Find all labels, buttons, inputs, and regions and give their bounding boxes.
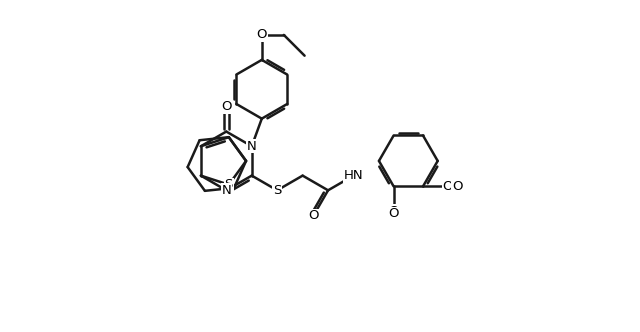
Text: O: O — [388, 208, 399, 220]
Text: N: N — [221, 184, 231, 197]
Text: O: O — [221, 100, 232, 113]
Text: O: O — [443, 180, 453, 193]
Text: N: N — [247, 140, 257, 153]
Text: O: O — [257, 29, 267, 42]
Text: O: O — [452, 180, 463, 193]
Text: O: O — [308, 209, 319, 222]
Text: HN: HN — [344, 169, 364, 182]
Text: S: S — [273, 184, 282, 197]
Text: O: O — [388, 205, 399, 218]
Text: S: S — [225, 178, 233, 191]
